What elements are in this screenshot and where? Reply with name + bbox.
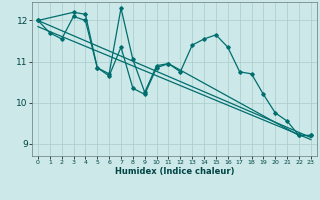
X-axis label: Humidex (Indice chaleur): Humidex (Indice chaleur)	[115, 167, 234, 176]
